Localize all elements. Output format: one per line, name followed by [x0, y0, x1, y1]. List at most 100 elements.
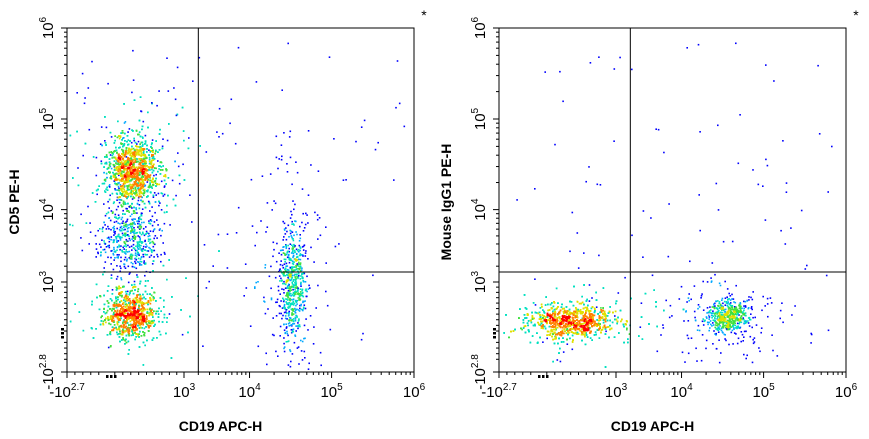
event-dot: [140, 316, 142, 319]
event-dot: [287, 340, 290, 342]
event-dot: [273, 200, 275, 202]
event-dot: [126, 329, 129, 331]
event-dot: [144, 280, 147, 282]
event-dot: [143, 334, 146, 337]
event-dot: [146, 173, 148, 175]
event-dot: [143, 221, 145, 224]
event-dot: [141, 145, 144, 147]
event-dot: [148, 169, 150, 171]
event-dot: [107, 167, 110, 169]
event-dot: [121, 249, 123, 252]
event-dot: [98, 308, 101, 311]
event-dot: [122, 154, 125, 157]
event-dot: [127, 202, 129, 205]
event-dot: [83, 102, 86, 105]
event-dot: [112, 313, 115, 316]
event-dot: [113, 311, 115, 314]
event-dot: [165, 169, 168, 172]
event-dot: [143, 150, 145, 152]
event-dot: [137, 179, 140, 182]
event-dot: [129, 180, 131, 182]
event-dot: [141, 158, 143, 160]
event-dot: [116, 328, 119, 331]
event-dot: [136, 276, 139, 278]
event-dot: [135, 158, 138, 160]
event-dot: [103, 166, 105, 168]
event-dot: [117, 154, 120, 157]
event-dot: [120, 156, 123, 158]
event-dot: [137, 294, 139, 296]
event-dot: [123, 324, 125, 326]
event-dot: [125, 294, 128, 296]
event-dot: [129, 320, 132, 323]
event-dot: [131, 300, 134, 303]
event-dot: [127, 340, 130, 343]
event-dot: [135, 176, 137, 179]
event-dot: [137, 308, 140, 310]
event-dot: [162, 195, 165, 197]
event-dot: [149, 161, 152, 164]
event-dot: [137, 176, 139, 179]
event-dot: [106, 186, 108, 189]
event-dot: [135, 316, 138, 318]
event-dot: [152, 296, 155, 298]
event-dot: [128, 314, 130, 317]
event-dot: [109, 177, 112, 179]
event-dot: [136, 301, 139, 304]
event-dot: [139, 145, 141, 148]
event-dot: [142, 186, 145, 188]
event-dot: [104, 191, 107, 193]
event-dot: [149, 307, 151, 310]
event-dot: [135, 189, 138, 192]
event-dot: [131, 91, 133, 94]
event-dot: [291, 266, 293, 268]
event-dot: [157, 160, 159, 162]
event-dot: [108, 184, 111, 186]
event-dot: [130, 307, 133, 310]
event-dot: [105, 144, 107, 146]
event-dot: [111, 293, 114, 295]
event-dot: [316, 214, 319, 216]
event-dot: [130, 155, 133, 158]
event-dot: [181, 106, 184, 109]
event-dot: [131, 145, 133, 148]
event-dot: [137, 177, 139, 180]
event-dot: [127, 193, 130, 195]
event-dot: [112, 304, 115, 306]
event-dot: [274, 276, 277, 279]
event-dot: [129, 159, 131, 162]
event-dot: [142, 317, 144, 319]
event-dot: [114, 189, 117, 191]
event-dot: [121, 139, 123, 141]
event-dot: [132, 153, 134, 155]
event-dot: [146, 308, 149, 311]
event-dot: [126, 185, 128, 187]
event-dot: [132, 286, 135, 288]
event-dot: [283, 263, 286, 265]
event-dot: [152, 159, 154, 161]
event-dot: [111, 192, 114, 195]
event-dots: [69, 42, 406, 370]
event-dot: [117, 153, 120, 156]
event-dot: [119, 294, 121, 297]
event-dot: [142, 168, 145, 170]
event-dot: [115, 326, 117, 329]
event-dot: [139, 330, 141, 333]
event-dot: [283, 222, 286, 225]
event-dot: [141, 301, 143, 303]
event-dot: [133, 151, 136, 153]
event-dot: [124, 180, 126, 182]
event-dot: [301, 288, 304, 291]
event-dot: [110, 277, 113, 279]
event-dot: [144, 184, 147, 187]
event-dot: [98, 185, 100, 187]
event-dot: [151, 312, 154, 314]
event-dot: [123, 165, 126, 167]
event-dot: [148, 160, 151, 162]
event-dot: [149, 302, 152, 305]
event-dot: [146, 151, 148, 153]
event-dot: [113, 315, 115, 317]
event-dot: [104, 319, 106, 321]
event-dot: [297, 248, 300, 251]
event-dot: [128, 151, 130, 153]
